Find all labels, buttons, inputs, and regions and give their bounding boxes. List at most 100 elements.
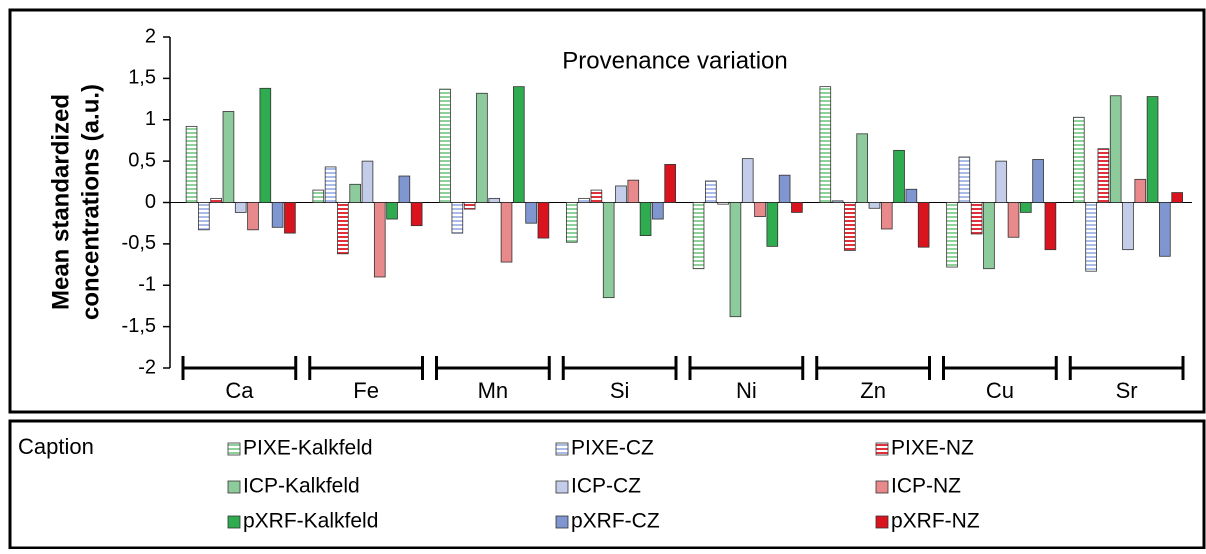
x-tick-label: Mn (478, 378, 509, 403)
bar (754, 202, 766, 217)
legend-swatch (227, 515, 241, 529)
x-tick-label: Cu (986, 378, 1014, 403)
caption-frame (8, 419, 1206, 550)
y-tick-label: 1 (145, 108, 156, 130)
bar (410, 202, 423, 227)
legend-label: ICP-CZ (571, 475, 641, 498)
bar (500, 202, 513, 263)
bar (565, 202, 578, 243)
bar (729, 202, 742, 318)
bar (488, 197, 501, 203)
x-tick-label: Zn (860, 378, 886, 403)
y-tick-label: -1 (138, 274, 156, 296)
bar (578, 197, 590, 203)
y-tick-label: -2 (138, 356, 156, 378)
bar (1072, 116, 1085, 203)
bar (983, 202, 995, 270)
bar (386, 202, 398, 220)
bar (247, 202, 259, 231)
bar (1159, 202, 1171, 257)
legend-label: pXRF-CZ (571, 510, 660, 533)
bar (627, 179, 640, 203)
legend-title: Caption (18, 434, 94, 459)
x-tick-label: Ni (736, 378, 757, 403)
bar (946, 202, 958, 268)
bar (652, 202, 664, 220)
y-tick-label: 0,5 (128, 149, 156, 171)
bar (185, 125, 198, 203)
x-tick-label: Fe (353, 378, 379, 403)
bar (284, 202, 296, 234)
bar (590, 189, 603, 203)
legend-label: ICP-Kalkfeld (243, 475, 360, 498)
bar (1020, 202, 1032, 213)
bar (819, 86, 832, 203)
bar (1134, 178, 1147, 203)
bar (198, 202, 210, 231)
bar (1032, 159, 1044, 203)
bar (324, 166, 337, 203)
bar (537, 202, 550, 239)
y-tick-label: 2 (145, 25, 156, 47)
bar (361, 160, 374, 203)
x-tick-label: Si (610, 378, 630, 403)
bar (1044, 202, 1057, 251)
bar (222, 111, 235, 203)
bar (398, 175, 411, 203)
bar (741, 158, 754, 203)
bar (463, 202, 476, 210)
bar (259, 87, 272, 203)
bar (766, 202, 779, 247)
bar (856, 133, 868, 203)
legend-label: ICP-NZ (891, 475, 961, 498)
bar (349, 183, 361, 203)
bar (1085, 202, 1097, 272)
y-tick-label: -0,5 (122, 232, 156, 254)
bar (893, 149, 905, 203)
legend-label: PIXE-Kalkfeld (243, 437, 373, 460)
x-tick-label: Ca (225, 378, 254, 403)
bar (476, 92, 488, 203)
legend-label: PIXE-NZ (891, 437, 974, 460)
legend-swatch (555, 515, 569, 529)
bar (312, 189, 325, 203)
bar (831, 200, 844, 203)
bar (917, 202, 930, 248)
legend-swatch (555, 480, 569, 494)
bar (791, 202, 803, 213)
bar (868, 202, 881, 209)
legend-swatch (875, 480, 889, 494)
bar (602, 202, 615, 299)
plot-frame (8, 8, 1206, 414)
legend-swatch (875, 515, 889, 529)
legend-swatch (227, 480, 241, 494)
bar (692, 202, 705, 270)
bar (844, 202, 856, 251)
y-axis-label: concentrations (a.u.) (77, 84, 104, 320)
bar (451, 202, 464, 234)
bar (664, 164, 676, 203)
bar (1097, 148, 1110, 203)
bar (905, 188, 918, 203)
legend-label: pXRF-Kalkfeld (243, 510, 378, 533)
bar (995, 160, 1008, 203)
bar (1109, 95, 1122, 203)
y-tick-label: 0 (145, 191, 156, 213)
legend-label: pXRF-NZ (891, 510, 980, 533)
bar (1171, 192, 1183, 203)
bar (880, 202, 893, 230)
bar (615, 185, 627, 203)
bar (373, 202, 386, 278)
bar (778, 174, 791, 203)
bar (958, 156, 971, 203)
legend-label: PIXE-CZ (571, 437, 654, 460)
bar (513, 86, 525, 203)
bar (439, 88, 451, 203)
y-tick-label: -1,5 (122, 315, 156, 337)
y-axis-label: Mean standardized (47, 94, 74, 310)
x-tick-label: Sr (1116, 378, 1138, 403)
bar (970, 202, 983, 235)
bar (210, 197, 222, 203)
